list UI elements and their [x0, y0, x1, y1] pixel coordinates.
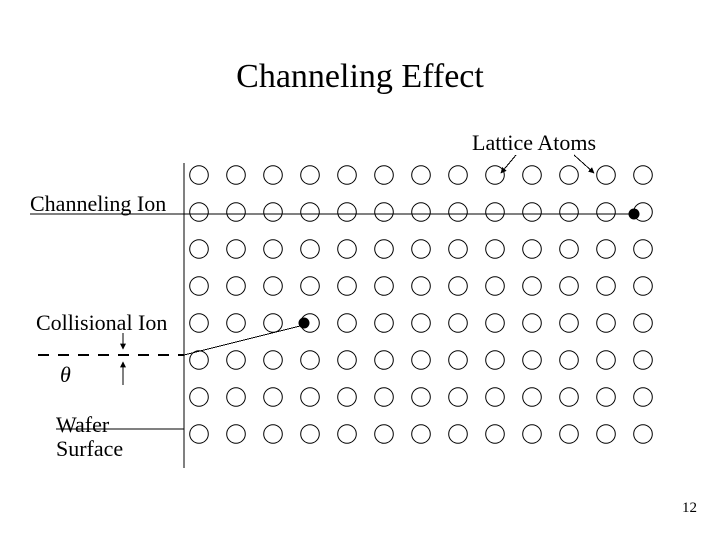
lattice-grid [190, 166, 653, 444]
ion-dots [299, 209, 640, 329]
diagram-svg [0, 0, 720, 540]
arrows [123, 155, 594, 385]
diagram-stage: Channeling Effect Lattice Atoms Channeli… [0, 0, 720, 540]
guide-lines [30, 163, 634, 468]
